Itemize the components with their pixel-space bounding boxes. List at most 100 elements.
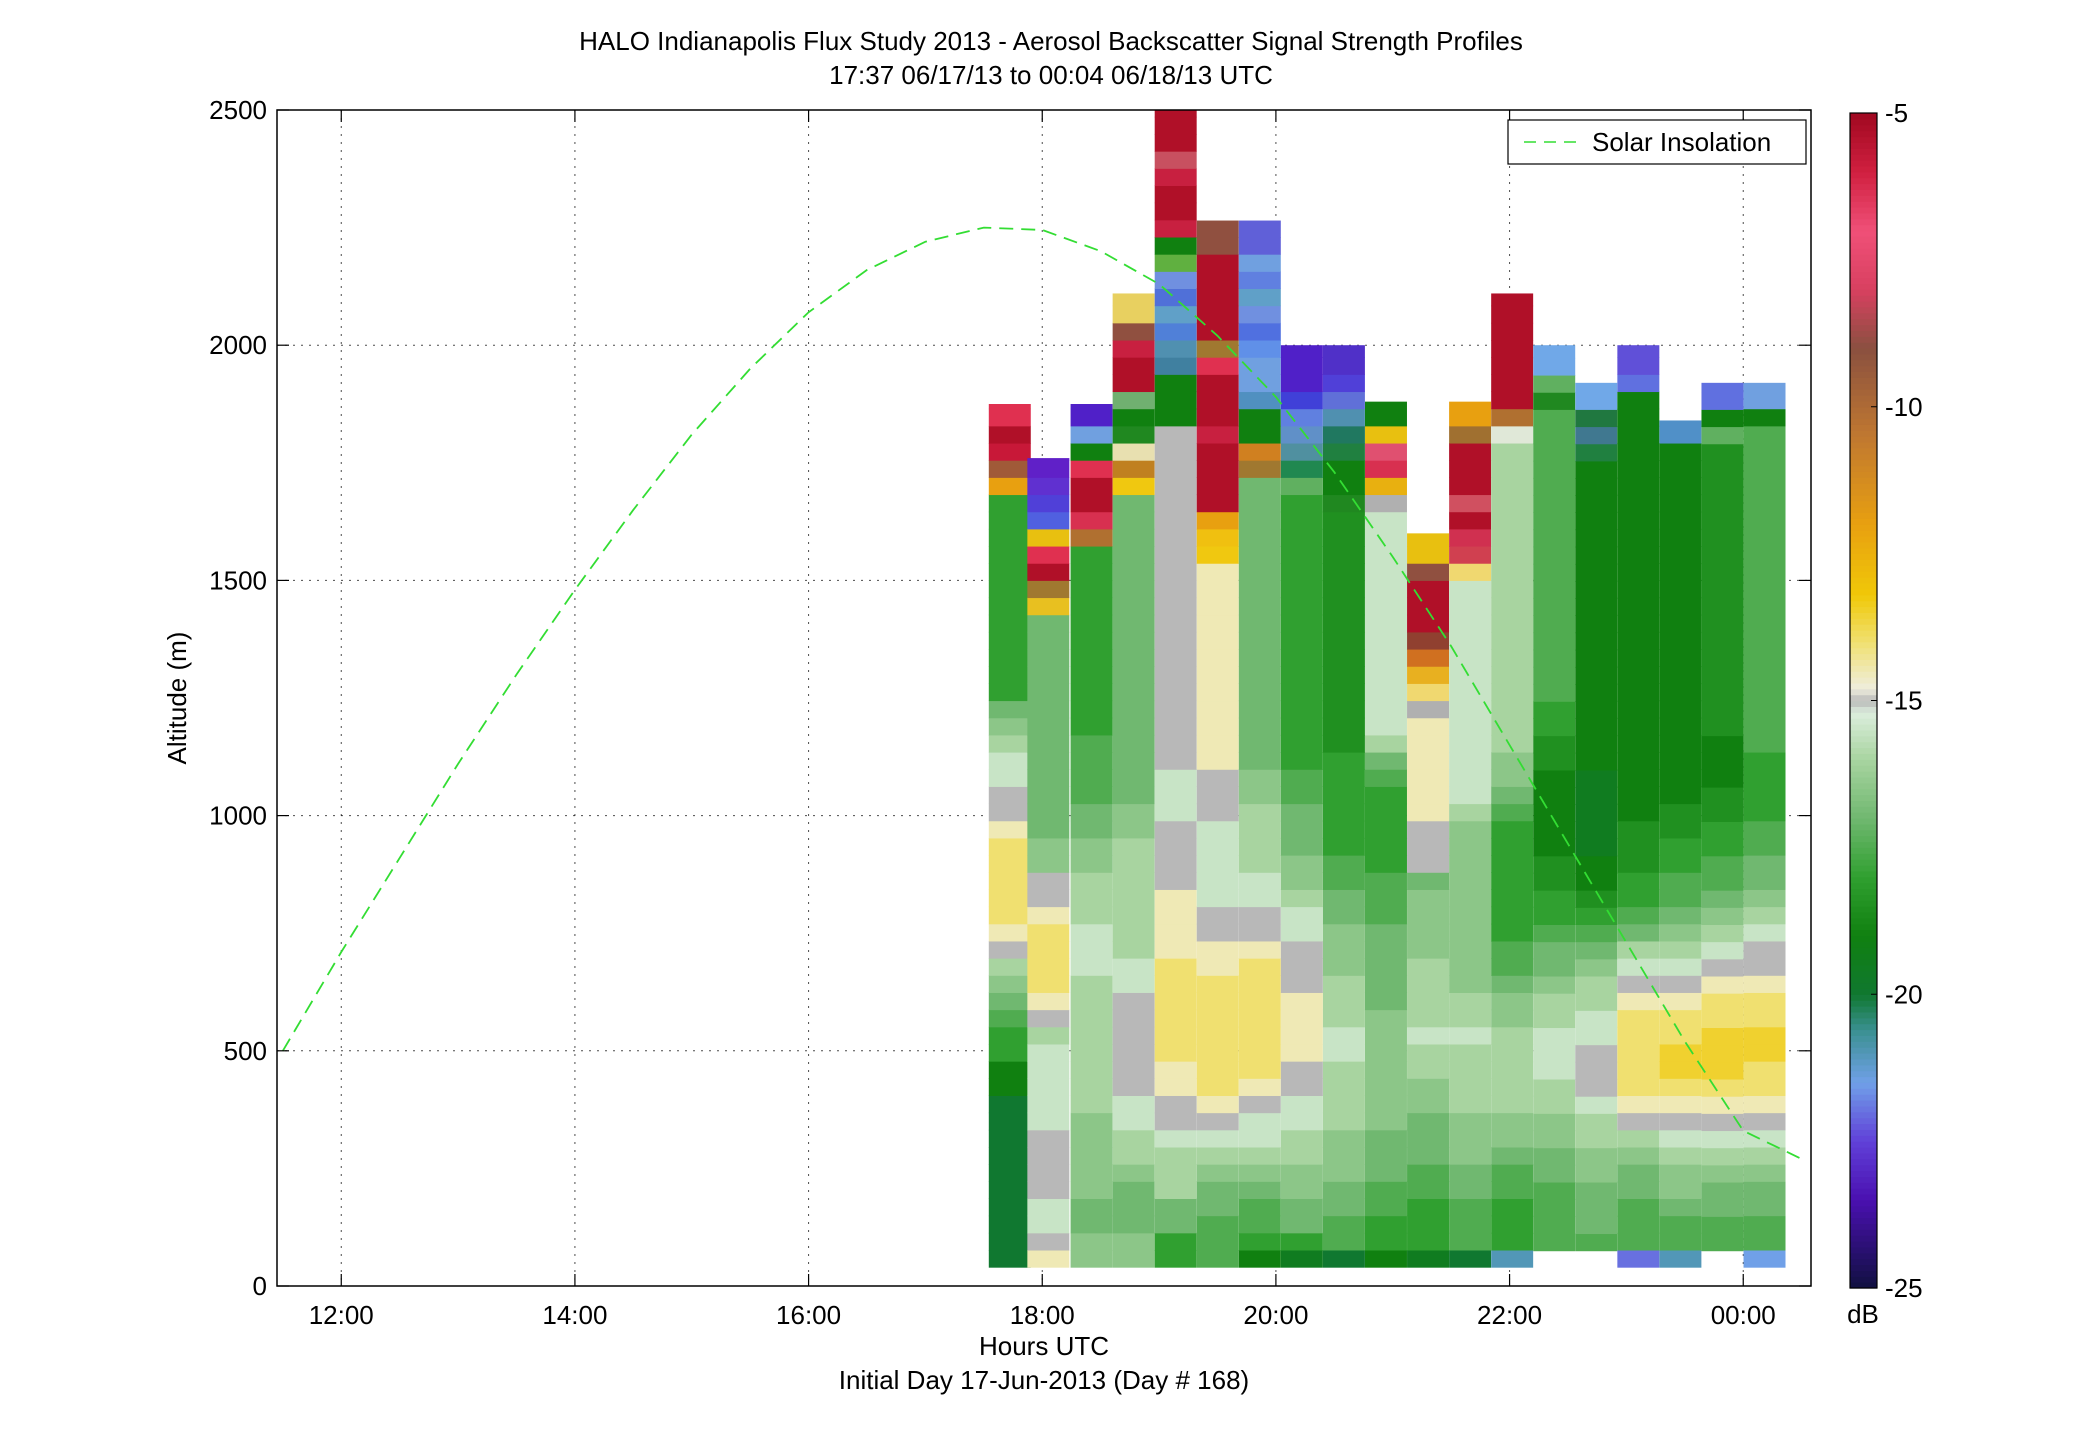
heatmap-cell <box>1027 1198 1070 1217</box>
heatmap-cell <box>1196 322 1239 341</box>
heatmap-cell <box>988 546 1031 564</box>
heatmap-cell <box>1154 820 1197 839</box>
heatmap-cell <box>1154 1181 1197 1200</box>
heatmap-cell <box>1617 889 1660 908</box>
colorbar-segment <box>1850 424 1877 431</box>
heatmap-cell <box>1743 1181 1786 1200</box>
heatmap-cell <box>1533 1079 1576 1097</box>
colorbar-segment <box>1850 894 1877 901</box>
heatmap-cell <box>1491 1250 1534 1268</box>
heatmap-cell <box>1070 958 1113 976</box>
heatmap-cell <box>1617 614 1660 633</box>
heatmap-cell <box>1238 1164 1281 1182</box>
heatmap-cell <box>1154 202 1197 221</box>
heatmap-cell <box>1154 683 1197 702</box>
heatmap-cell <box>1238 1129 1281 1148</box>
colorbar-segment <box>1850 254 1877 261</box>
heatmap-cell <box>1449 923 1492 942</box>
heatmap-cell <box>1280 1250 1323 1268</box>
heatmap-cell <box>1449 1232 1492 1251</box>
heatmap-cell <box>1449 580 1492 599</box>
heatmap-cell <box>1701 769 1744 788</box>
colorbar-segment <box>1850 876 1877 884</box>
heatmap-cell <box>1364 889 1407 908</box>
heatmap-cell <box>1743 1232 1786 1251</box>
heatmap-cell <box>1364 563 1407 581</box>
colorbar-segment <box>1850 306 1877 314</box>
heatmap-cell <box>1070 666 1113 684</box>
heatmap-cell <box>1491 477 1534 496</box>
heatmap-cell <box>988 734 1031 753</box>
heatmap-cell <box>1238 580 1281 599</box>
colorbar-segment <box>1850 776 1877 784</box>
heatmap-cell <box>1449 872 1492 890</box>
heatmap-cell <box>1322 357 1365 375</box>
colorbar-segment <box>1850 1006 1877 1013</box>
heatmap-cell <box>1238 1043 1281 1062</box>
heatmap-cell <box>1280 1009 1323 1028</box>
heatmap-cell <box>1743 1215 1786 1234</box>
heatmap-cell <box>1070 597 1113 616</box>
heatmap-cell <box>1196 769 1239 787</box>
heatmap-cell <box>1112 511 1155 530</box>
heatmap-cell <box>1617 717 1660 736</box>
heatmap-cell <box>1238 940 1281 959</box>
heatmap-cell <box>1280 1061 1323 1079</box>
heatmap-cell <box>1322 1215 1365 1234</box>
heatmap-cell <box>1533 993 1576 1011</box>
heatmap-cell <box>1112 1061 1155 1079</box>
colorbar-segment <box>1850 483 1877 490</box>
heatmap-cell <box>1027 1164 1070 1182</box>
heatmap-cell <box>1154 271 1197 290</box>
heatmap-cell <box>1154 391 1197 410</box>
heatmap-cell <box>988 460 1031 478</box>
heatmap-cell <box>1617 580 1660 599</box>
heatmap-cell <box>1196 889 1239 908</box>
heatmap-cell <box>1617 494 1660 513</box>
heatmap-cell <box>1280 460 1323 478</box>
heatmap-cell <box>1154 1009 1197 1028</box>
heatmap-cell <box>1154 374 1197 393</box>
heatmap-cell <box>1533 701 1576 719</box>
heatmap-cell <box>1322 460 1365 478</box>
heatmap-cell <box>1701 821 1744 840</box>
heatmap-cell <box>1070 511 1113 530</box>
heatmap-cell <box>1659 563 1702 581</box>
colorbar-segment <box>1850 171 1877 179</box>
heatmap-cell <box>1407 1250 1450 1268</box>
heatmap-cell <box>1533 855 1576 874</box>
heatmap-cell <box>1196 408 1239 427</box>
heatmap-cell <box>1238 889 1281 908</box>
heatmap-cell <box>1701 872 1744 891</box>
heatmap-cell <box>1196 1198 1239 1217</box>
heatmap-cell <box>1407 958 1450 976</box>
colorbar-segment <box>1850 806 1877 813</box>
colorbar-segment <box>1850 700 1877 707</box>
heatmap-cell <box>988 872 1031 890</box>
heatmap-cell <box>1491 1112 1534 1131</box>
x-tick-label: 22:00 <box>1477 1300 1542 1330</box>
heatmap-column <box>1491 293 1534 1268</box>
heatmap-cell <box>1196 443 1239 461</box>
heatmap-cell <box>1280 443 1323 461</box>
colorbar-segment <box>1850 835 1877 843</box>
heatmap-cell <box>1027 1129 1070 1148</box>
heatmap-cell <box>1238 1146 1281 1165</box>
heatmap-cell <box>1238 649 1281 667</box>
heatmap-cell <box>1322 1198 1365 1217</box>
heatmap-cell <box>1154 923 1197 942</box>
heatmap-cell <box>1617 460 1660 478</box>
heatmap-cell <box>1238 872 1281 890</box>
colorbar-segment <box>1850 359 1877 367</box>
heatmap-cell <box>1364 752 1407 770</box>
heatmap-cell <box>1154 906 1197 925</box>
heatmap-cell <box>1027 923 1070 942</box>
heatmap-cell <box>1112 563 1155 581</box>
heatmap-cell <box>1491 322 1534 341</box>
heatmap-cell <box>1364 1215 1407 1234</box>
heatmap-cell <box>1659 906 1702 925</box>
heatmap-cell <box>1617 1215 1660 1234</box>
heatmap-cell <box>1238 511 1281 530</box>
x-tick-label: 18:00 <box>1010 1300 1075 1330</box>
heatmap-cell <box>1533 1216 1576 1235</box>
